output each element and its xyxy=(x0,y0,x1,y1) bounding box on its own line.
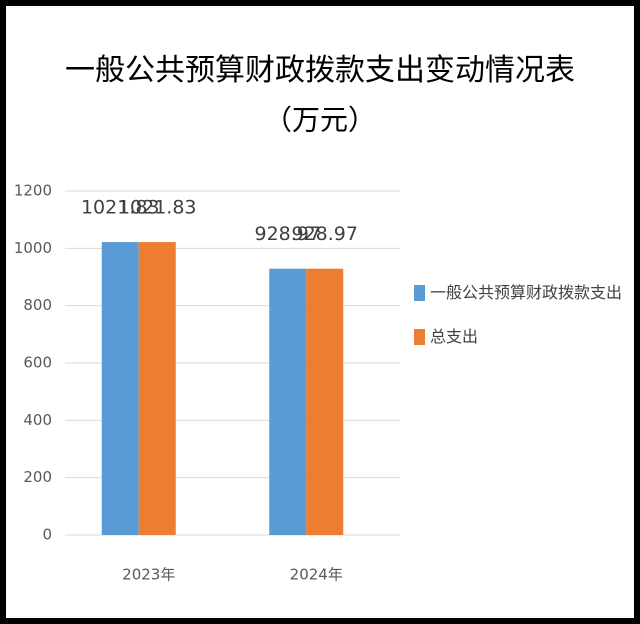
y-tick-label: 1200 xyxy=(14,182,52,200)
chart-subtitle: （万元） xyxy=(264,104,376,137)
bar xyxy=(101,242,139,536)
data-label: 928.97 xyxy=(255,223,321,245)
legend-label: 一般公共预算财政拨款支出 xyxy=(430,283,623,302)
data-label: 1021.83 xyxy=(118,197,197,219)
data-label: 1021.83 xyxy=(81,197,160,219)
y-tick-label: 600 xyxy=(23,354,52,372)
y-tick-label: 800 xyxy=(23,296,52,314)
x-tick-label: 2023年 xyxy=(122,566,175,584)
bar xyxy=(306,268,344,535)
legend-swatch xyxy=(414,329,425,345)
y-tick-label: 200 xyxy=(23,468,52,486)
legend-swatch xyxy=(414,285,425,301)
legend-item: 总支出 xyxy=(414,322,624,352)
y-tick-label: 0 xyxy=(42,526,52,544)
chart-title: 一般公共预算财政拨款支出变动情况表 xyxy=(65,53,575,88)
bar xyxy=(138,242,176,536)
y-tick-label: 1000 xyxy=(14,239,52,257)
data-label: 928.97 xyxy=(292,223,358,245)
legend-label: 总支出 xyxy=(430,327,479,346)
y-tick-label: 400 xyxy=(23,411,52,429)
legend-item: 一般公共预算财政拨款支出 xyxy=(414,278,624,308)
bar xyxy=(269,268,307,535)
legend: 一般公共预算财政拨款支出 总支出 xyxy=(414,278,624,366)
x-tick-label: 2024年 xyxy=(290,566,343,584)
